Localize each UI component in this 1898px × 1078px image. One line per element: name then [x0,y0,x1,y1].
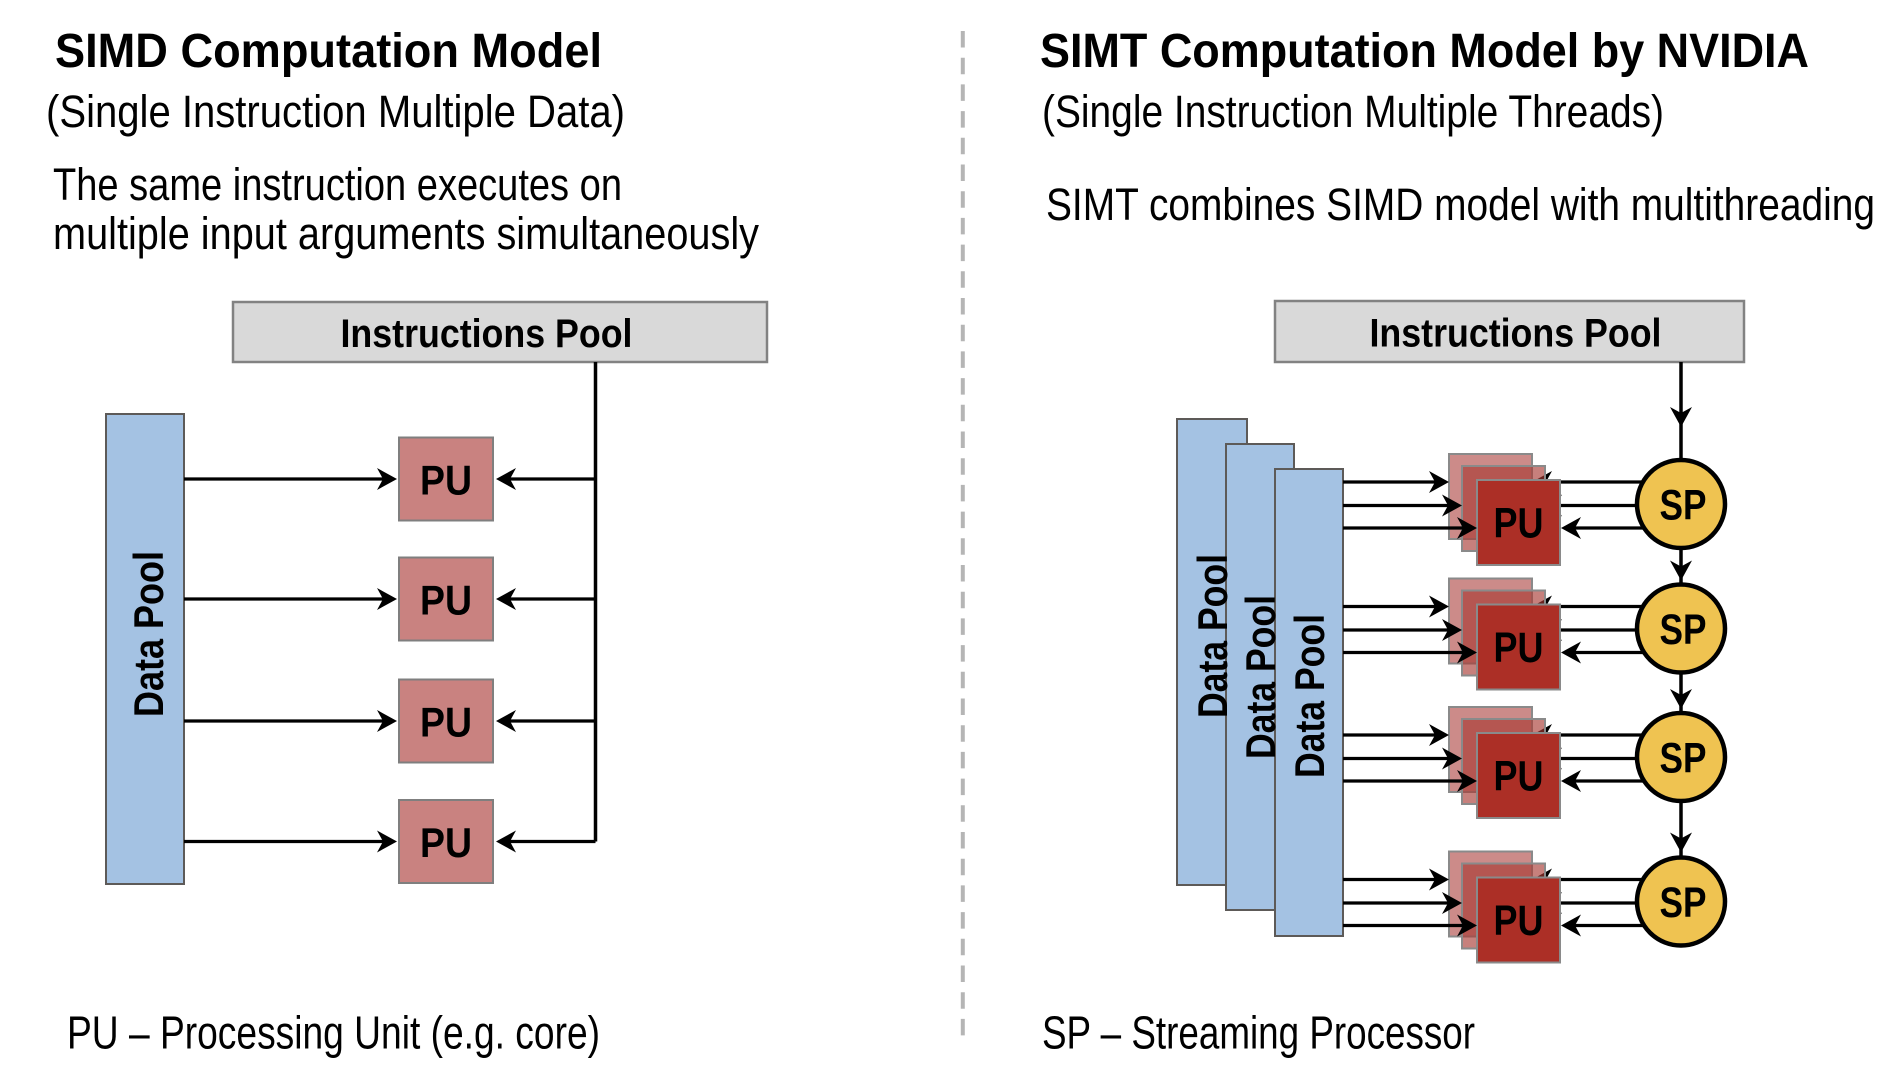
svg-text:PU: PU [420,457,472,504]
svg-text:PU: PU [1494,753,1544,801]
svg-text:PU: PU [420,699,472,746]
svg-text:SP: SP [1660,482,1707,530]
svg-text:(Single Instruction Multiple T: (Single Instruction Multiple Threads) [1042,86,1664,137]
svg-text:PU: PU [420,577,472,624]
svg-text:SP: SP [1660,879,1707,927]
svg-text:Data Pool: Data Pool [1237,595,1284,759]
svg-text:Data Pool: Data Pool [125,551,172,717]
svg-text:PU: PU [1494,500,1544,548]
svg-text:PU: PU [1494,897,1544,945]
svg-text:Instructions Pool: Instructions Pool [341,312,633,356]
svg-text:multiple input arguments simul: multiple input arguments simultaneously [53,208,759,259]
svg-text:PU – Processing Unit (e.g. cor: PU – Processing Unit (e.g. core) [67,1007,600,1059]
svg-text:Instructions Pool: Instructions Pool [1370,312,1662,356]
svg-text:The same instruction executes: The same instruction executes on [53,159,622,210]
svg-text:SP: SP [1660,606,1707,654]
svg-text:SIMT Computation Model by NVID: SIMT Computation Model by NVIDIA [1040,25,1809,78]
svg-text:PU: PU [420,819,472,866]
svg-text:SIMT combines SIMD model with: SIMT combines SIMD model with multithrea… [1046,179,1875,230]
svg-text:SIMD Computation Model: SIMD Computation Model [55,25,602,78]
svg-text:PU: PU [1494,624,1544,672]
svg-text:SP – Streaming Processor: SP – Streaming Processor [1042,1007,1475,1059]
svg-text:Data Pool: Data Pool [1189,554,1236,718]
svg-text:(Single Instruction Multiple D: (Single Instruction Multiple Data) [46,86,625,137]
svg-text:Data Pool: Data Pool [1286,614,1333,778]
svg-text:SP: SP [1660,735,1707,783]
